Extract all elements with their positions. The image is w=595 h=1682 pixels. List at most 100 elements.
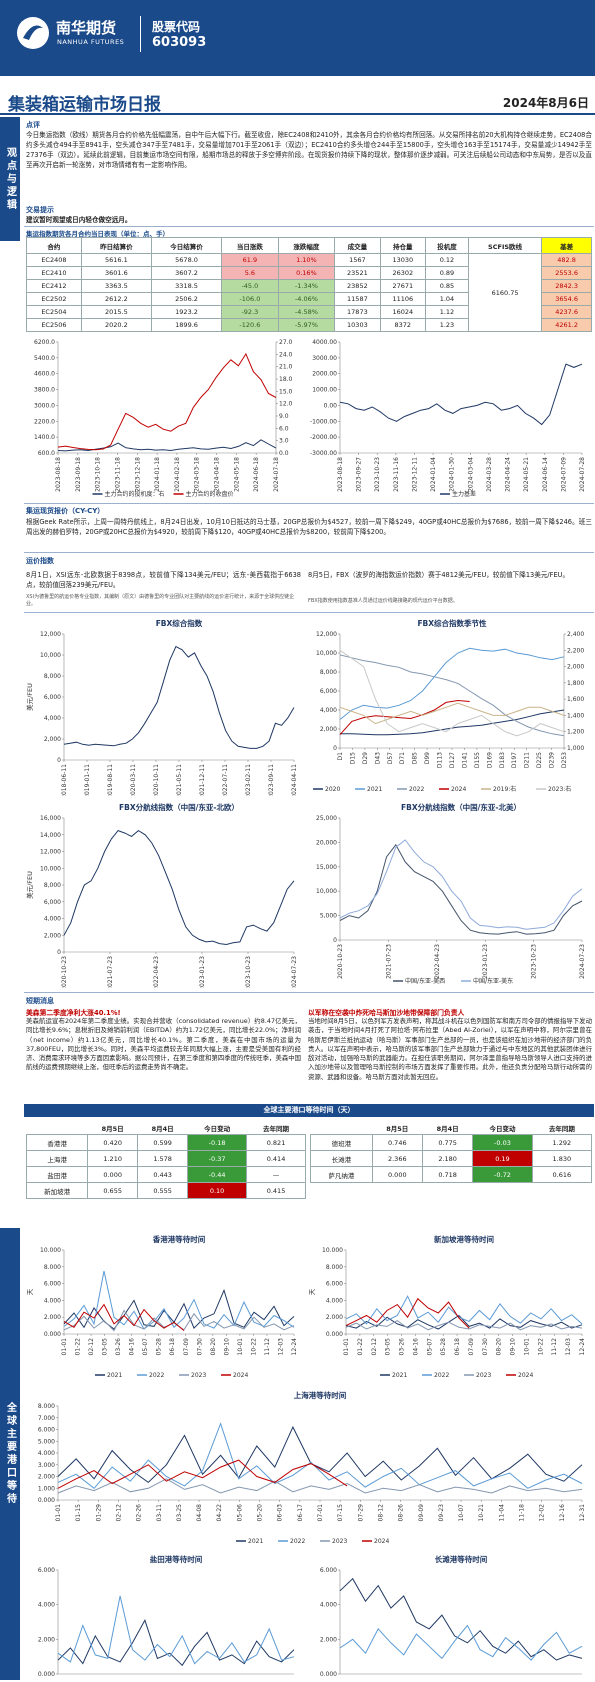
- series-line: [345, 1297, 470, 1329]
- x-tick-label: 06-17: [297, 1504, 304, 1522]
- x-tick-label: D127: [449, 752, 456, 768]
- x-tick-label: 2024-02-18: [174, 457, 181, 492]
- table-title: 集运指数期货各月合约当日表现（单位：点、手）: [26, 230, 169, 238]
- y-axis-label: 天: [26, 1288, 34, 1295]
- y-tick-label: 4,000: [320, 707, 337, 714]
- table-cell: 0.821: [246, 1134, 306, 1151]
- x-tick-label: 07-30: [482, 1338, 489, 1356]
- table-cell: 2506.2: [150, 292, 223, 306]
- y-tick-label: 5400.0: [34, 355, 55, 362]
- x-tick-label: 2023-09-27: [356, 457, 363, 492]
- table-cell: 新加坡港: [25, 1182, 89, 1199]
- y-tick-label: 20,000: [316, 839, 337, 846]
- table-cell: 0.89: [424, 266, 469, 280]
- y-tick-label: 0: [57, 949, 61, 956]
- legend-label: 中国/东亚-美东: [473, 977, 513, 985]
- x-tick-label: 2023-10-23: [531, 944, 538, 979]
- legend-label: 主力合约的投机度：右: [105, 490, 165, 498]
- x-tick-label: 04-16: [129, 1338, 136, 1356]
- y-tick-label: 0.000: [320, 1671, 337, 1678]
- series-line: [339, 702, 565, 725]
- table-cell: -1.34%: [277, 279, 336, 293]
- x-tick-label: 2020-03-11: [130, 764, 137, 796]
- y-tick-label: 2,000: [44, 932, 61, 939]
- x-tick-label: 2024-06-18: [253, 457, 260, 492]
- legend-label: 2023:右: [548, 785, 571, 793]
- x-tick-label: 2019-08-11: [107, 764, 114, 796]
- chart: 盐田港等待时间 0.000 2.000 4.000 6.000: [38, 1554, 295, 1678]
- x-tick-label: 2021-07-23: [107, 956, 114, 988]
- x-tick-label: 06-18: [169, 1338, 176, 1356]
- y-tick-label: 10.000: [322, 1247, 343, 1254]
- table-cell: 1899.6: [150, 318, 223, 332]
- x-tick-label: 2020-10-23: [337, 944, 344, 979]
- x-tick-label: D113: [437, 752, 444, 768]
- y2-tick-label: 3.0: [279, 438, 289, 445]
- legend-label: 2023: [476, 1372, 491, 1379]
- x-tick-label: D239: [549, 752, 556, 768]
- x-tick-label: 10-22: [250, 1338, 257, 1356]
- y-tick-label: 6.000: [320, 1567, 337, 1574]
- table-row: 上海港 1.210 1.578 -0.37 0.414: [25, 1150, 306, 1167]
- y2-tick-label: 21.0: [279, 364, 293, 371]
- section-heading: 短期消息: [26, 997, 54, 1005]
- divider: [140, 16, 141, 52]
- table-cell: 0.616: [531, 1166, 593, 1183]
- y-tick-label: 4.000: [326, 1297, 343, 1304]
- x-tick-label: 08-20: [496, 1338, 503, 1356]
- table-cell: 长滩港: [310, 1150, 373, 1167]
- x-tick-label: 12-31: [579, 1504, 586, 1522]
- table-cell: 0.85: [424, 279, 469, 293]
- chart: 600.0 1400.0 2200.0 3000.0 3800.0 4600.0 5400.…: [34, 339, 293, 498]
- x-tick-label: 11-12: [264, 1338, 271, 1356]
- table-cell: -0.03: [472, 1134, 533, 1151]
- table-cell: 2612.2: [80, 292, 152, 306]
- sidebar-label: 全球主要港口等待: [0, 1228, 20, 1680]
- y-tick-label: 8,000: [44, 882, 61, 889]
- legend-label: 主力合约的收盘价: [186, 490, 234, 498]
- x-tick-label: D211: [524, 752, 531, 768]
- x-tick-label: 09-10: [510, 1338, 517, 1356]
- news-text: 当地时间8月5日，以色列军方发表声明，称其战斗机在以色列国防军和南方司令部的情报…: [308, 1017, 592, 1081]
- legend-label: 2021: [107, 1372, 122, 1379]
- x-tick-label: D183: [499, 752, 506, 768]
- news-item: 美森第二季度净利大涨40.1%! 美森航运宣布2024年第二季度业绩。实现合并营…: [26, 1007, 301, 1073]
- y2-tick-label: 2,200: [567, 647, 584, 654]
- y2-tick-label: 12.0: [279, 401, 293, 408]
- table-cell: 2.180: [421, 1150, 474, 1167]
- x-tick-label: 2024-05-21: [523, 457, 530, 492]
- y-tick-label: 6200.0: [34, 339, 55, 346]
- y2-tick-label: 24.0: [279, 351, 293, 358]
- series-line: [57, 1478, 583, 1494]
- x-tick-label: 2024-01-18: [154, 457, 161, 492]
- section-heading: 运价指数: [26, 557, 54, 565]
- chart-box: 长滩港等待时间 0.000 2.000 4.000 6.000: [306, 1552, 592, 1678]
- x-tick-label: 2021-07-23: [385, 944, 392, 979]
- x-tick-label: 2023-12-18: [134, 457, 141, 492]
- x-tick-label: 2024-04-18: [214, 457, 221, 492]
- x-tick-label: 2023-09-18: [75, 457, 82, 492]
- y-tick-label: -1000.00: [310, 418, 337, 425]
- stock-code: 603093: [152, 35, 207, 50]
- table-row: 萨凡纳港 0.000 0.718 -0.72 0.616: [310, 1166, 593, 1183]
- y-tick-label: 2000.00: [312, 371, 337, 378]
- x-tick-label: 2021-12-11: [199, 764, 206, 796]
- y2-tick-label: 1,200: [567, 729, 584, 736]
- x-tick-label: 12-03: [565, 1338, 572, 1356]
- y-tick-label: 6.000: [44, 1281, 61, 1288]
- x-tick-label: 2024-07-23: [291, 956, 298, 988]
- table-cell: —: [246, 1166, 306, 1183]
- y-tick-label: -3000.00: [310, 450, 337, 457]
- table-cell: -4.06%: [277, 292, 336, 306]
- x-tick-label: 10-01: [523, 1338, 530, 1356]
- header-cell: 今日变动: [472, 1122, 533, 1135]
- x-tick-label: D253: [561, 752, 568, 768]
- x-tick-label: 2024-03-28: [486, 457, 493, 492]
- table-cell: -45.0: [221, 279, 279, 293]
- y-tick-label: 10,000: [40, 865, 61, 872]
- y-tick-label: 4,000: [44, 916, 61, 923]
- table-cell: 17873: [334, 305, 381, 319]
- table-cell: 10303: [334, 318, 381, 332]
- legend-label: 中国/东亚-美西: [405, 977, 445, 985]
